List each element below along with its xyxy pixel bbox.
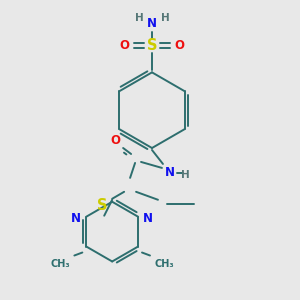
Text: N: N (165, 167, 175, 179)
Text: O: O (175, 39, 185, 52)
Text: N: N (147, 17, 157, 30)
Text: CH₃: CH₃ (154, 260, 174, 269)
Text: S: S (97, 198, 107, 213)
Text: N: N (71, 212, 81, 225)
Text: S: S (147, 38, 157, 53)
Text: H: H (135, 13, 143, 22)
Text: CH₃: CH₃ (51, 260, 70, 269)
Text: H: H (182, 170, 190, 180)
Text: H: H (160, 13, 169, 22)
Text: O: O (119, 39, 129, 52)
Text: O: O (110, 134, 120, 146)
Text: N: N (143, 212, 153, 225)
